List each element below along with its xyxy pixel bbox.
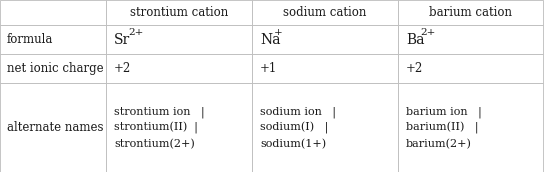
Bar [0, 25, 106, 54]
Text: Na: Na [260, 33, 281, 47]
Text: sodium ion   |
sodium(I)   |
sodium(1+): sodium ion | sodium(I) | sodium(1+) [260, 106, 336, 149]
Bar [398, 0, 543, 25]
Bar [0, 0, 106, 25]
Bar [106, 54, 252, 83]
Text: +1: +1 [260, 62, 277, 75]
Text: Sr: Sr [114, 33, 131, 47]
Text: alternate names: alternate names [7, 121, 103, 134]
Bar [106, 83, 252, 172]
Text: sodium cation: sodium cation [283, 6, 367, 19]
Bar [252, 83, 398, 172]
Text: Ba: Ba [406, 33, 424, 47]
Bar [252, 0, 398, 25]
Text: barium ion   |
barium(II)   |
barium(2+): barium ion | barium(II) | barium(2+) [406, 106, 481, 149]
Text: +2: +2 [406, 62, 423, 75]
Text: 2+: 2+ [420, 28, 435, 37]
Text: net ionic charge: net ionic charge [7, 62, 103, 75]
Bar [252, 25, 398, 54]
Bar [398, 83, 543, 172]
Text: strontium cation: strontium cation [130, 6, 228, 19]
Text: barium cation: barium cation [429, 6, 512, 19]
Bar [0, 54, 106, 83]
Bar [398, 54, 543, 83]
Text: +2: +2 [114, 62, 132, 75]
Text: strontium ion   |
strontium(II)  |
strontium(2+): strontium ion | strontium(II) | strontiu… [114, 106, 205, 149]
Bar [398, 25, 543, 54]
Text: +: + [274, 28, 283, 37]
Text: formula: formula [7, 33, 53, 46]
Bar [252, 54, 398, 83]
Bar [0, 83, 106, 172]
Bar [106, 25, 252, 54]
Bar [106, 0, 252, 25]
Text: 2+: 2+ [128, 28, 144, 37]
